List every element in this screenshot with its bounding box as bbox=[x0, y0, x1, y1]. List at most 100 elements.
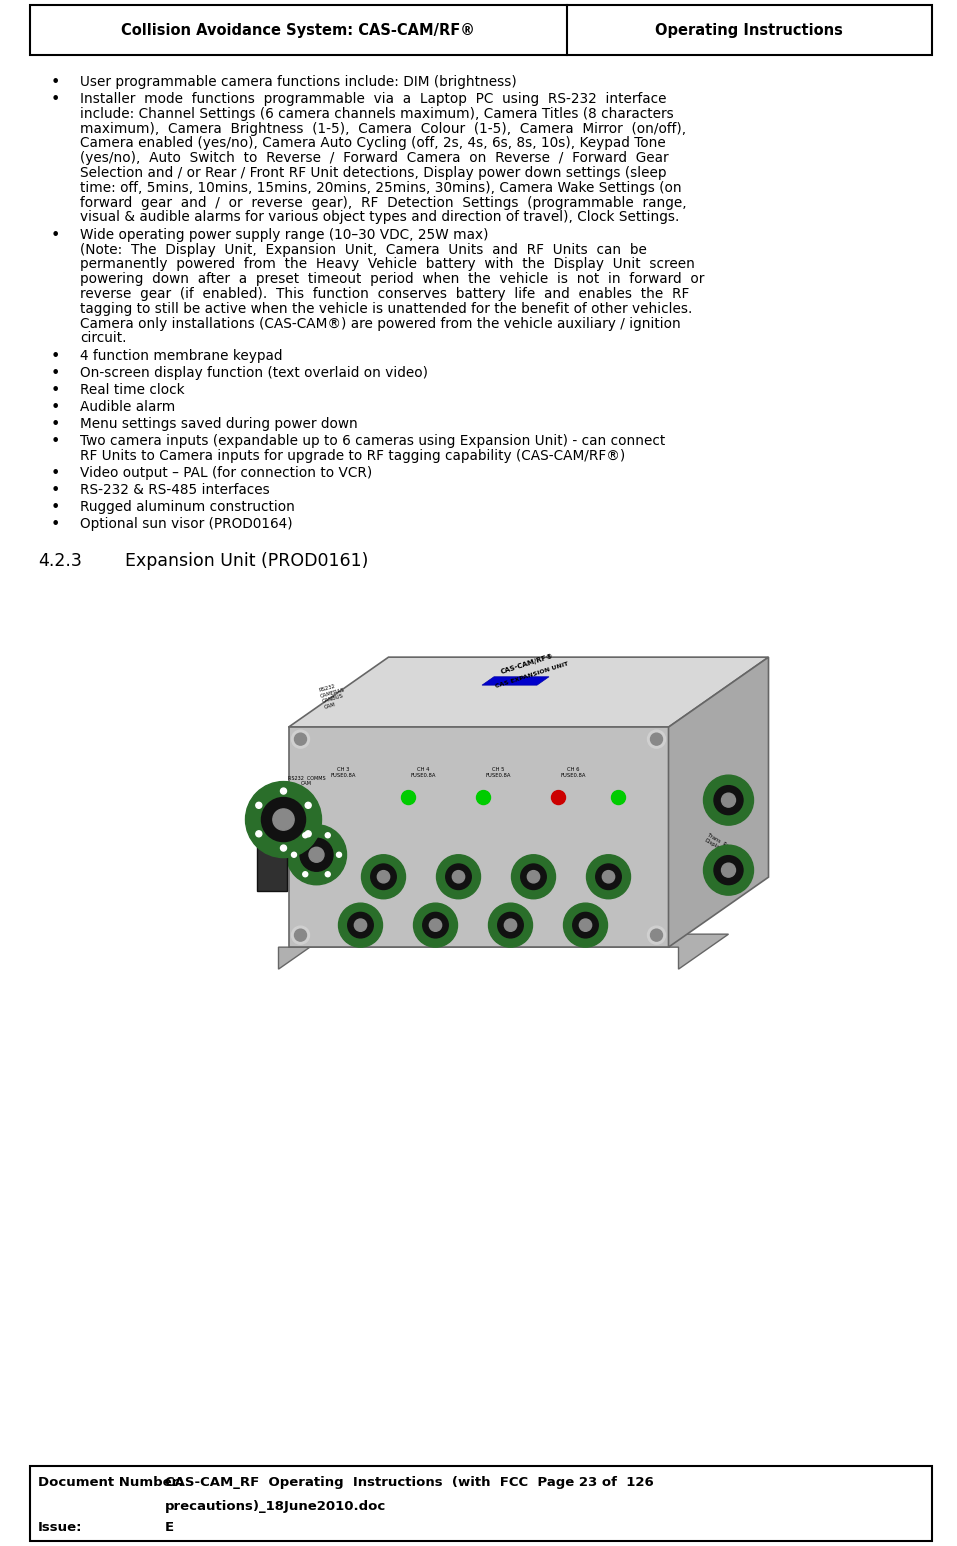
Circle shape bbox=[722, 793, 736, 807]
Circle shape bbox=[246, 782, 322, 858]
Text: visual & audible alarms for various object types and direction of travel), Clock: visual & audible alarms for various obje… bbox=[80, 210, 679, 224]
Circle shape bbox=[423, 912, 448, 938]
Text: precautions)_18June2010.doc: precautions)_18June2010.doc bbox=[165, 1500, 387, 1514]
Text: •: • bbox=[51, 76, 59, 90]
Circle shape bbox=[295, 929, 306, 942]
Bar bbox=[30, 5, 932, 56]
Polygon shape bbox=[669, 657, 768, 948]
Text: CH 5
FUSE0.8A: CH 5 FUSE0.8A bbox=[486, 767, 511, 778]
Polygon shape bbox=[482, 677, 549, 685]
Circle shape bbox=[564, 903, 608, 948]
Text: Menu settings saved during power down: Menu settings saved during power down bbox=[80, 417, 358, 431]
Text: Audible alarm: Audible alarm bbox=[80, 400, 175, 414]
Text: Optional sun visor (PROD0164): Optional sun visor (PROD0164) bbox=[80, 518, 293, 532]
Text: powering  down  after  a  preset  timeout  period  when  the  vehicle  is  not  : powering down after a preset timeout per… bbox=[80, 272, 704, 286]
Text: E: E bbox=[165, 1521, 174, 1534]
Text: Video output – PAL (for connection to VCR): Video output – PAL (for connection to VC… bbox=[80, 467, 372, 481]
Text: (yes/no),  Auto  Switch  to  Reverse  /  Forward  Camera  on  Reverse  /  Forwar: (yes/no), Auto Switch to Reverse / Forwa… bbox=[80, 152, 669, 165]
Text: Expansion Unit (PROD0161): Expansion Unit (PROD0161) bbox=[125, 552, 368, 570]
Text: User programmable camera functions include: DIM (brightness): User programmable camera functions inclu… bbox=[80, 76, 517, 90]
Circle shape bbox=[602, 870, 614, 883]
Text: forward  gear  and  /  or  reverse  gear),  RF  Detection  Settings  (programmab: forward gear and / or reverse gear), RF … bbox=[80, 196, 686, 210]
Circle shape bbox=[292, 852, 297, 856]
Text: •: • bbox=[51, 484, 59, 498]
Circle shape bbox=[521, 864, 546, 889]
Text: •: • bbox=[51, 349, 59, 363]
Polygon shape bbox=[288, 657, 768, 727]
Circle shape bbox=[354, 918, 367, 931]
Circle shape bbox=[488, 903, 532, 948]
Text: Real time clock: Real time clock bbox=[80, 383, 185, 397]
Circle shape bbox=[325, 833, 330, 838]
Circle shape bbox=[261, 798, 305, 841]
Circle shape bbox=[256, 802, 262, 809]
Text: CH 6
FUSE0.8A: CH 6 FUSE0.8A bbox=[703, 782, 731, 804]
Text: 4 function membrane keypad: 4 function membrane keypad bbox=[80, 349, 282, 363]
Text: RS232
CAMERAS
CANBUS
CAM: RS232 CAMERAS CANBUS CAM bbox=[319, 682, 349, 710]
Circle shape bbox=[402, 790, 415, 804]
Circle shape bbox=[527, 870, 540, 883]
Text: •: • bbox=[51, 227, 59, 243]
Circle shape bbox=[370, 864, 396, 889]
Circle shape bbox=[587, 855, 631, 898]
Circle shape bbox=[714, 785, 743, 815]
Text: •: • bbox=[51, 434, 59, 448]
Text: •: • bbox=[51, 467, 59, 481]
Circle shape bbox=[286, 824, 346, 884]
Text: Trans  Reverse
Display: Trans Reverse Display bbox=[703, 832, 743, 861]
Text: CAS EXPANSION UNIT: CAS EXPANSION UNIT bbox=[495, 660, 568, 688]
Text: •: • bbox=[51, 400, 59, 414]
Text: CH 6
FUSE0.8A: CH 6 FUSE0.8A bbox=[561, 767, 587, 778]
Text: circuit.: circuit. bbox=[80, 331, 126, 345]
Text: On-screen display function (text overlaid on video): On-screen display function (text overlai… bbox=[80, 366, 428, 380]
Circle shape bbox=[300, 838, 333, 872]
Circle shape bbox=[648, 730, 665, 748]
Text: maximum),  Camera  Brightness  (1-5),  Camera  Colour  (1-5),  Camera  Mirror  (: maximum), Camera Brightness (1-5), Camer… bbox=[80, 122, 686, 136]
Text: Installer  mode  functions  programmable  via  a  Laptop  PC  using  RS-232  int: Installer mode functions programmable vi… bbox=[80, 93, 666, 107]
Text: CH 3
FUSE0.8A: CH 3 FUSE0.8A bbox=[331, 767, 356, 778]
Circle shape bbox=[347, 912, 373, 938]
Text: (Note:  The  Display  Unit,  Expansion  Unit,  Camera  Units  and  RF  Units  ca: (Note: The Display Unit, Expansion Unit,… bbox=[80, 243, 647, 257]
Text: Wide operating power supply range (10–30 VDC, 25W max): Wide operating power supply range (10–30… bbox=[80, 227, 488, 241]
Circle shape bbox=[325, 872, 330, 877]
Circle shape bbox=[651, 733, 662, 745]
Text: •: • bbox=[51, 417, 59, 431]
Circle shape bbox=[377, 870, 389, 883]
Circle shape bbox=[305, 802, 311, 809]
Circle shape bbox=[292, 926, 309, 945]
Text: 4.2.3: 4.2.3 bbox=[38, 552, 82, 570]
Text: Two camera inputs (expandable up to 6 cameras using Expansion Unit) - can connec: Two camera inputs (expandable up to 6 ca… bbox=[80, 434, 665, 448]
Text: tagging to still be active when the vehicle is unattended for the benefit of oth: tagging to still be active when the vehi… bbox=[80, 301, 692, 315]
Circle shape bbox=[648, 926, 665, 945]
Text: •: • bbox=[51, 501, 59, 515]
Text: CAS-CAM/RF®: CAS-CAM/RF® bbox=[501, 652, 555, 676]
Circle shape bbox=[504, 918, 517, 931]
Circle shape bbox=[722, 863, 736, 877]
Text: Selection and / or Rear / Front RF Unit detections, Display power down settings : Selection and / or Rear / Front RF Unit … bbox=[80, 165, 666, 179]
Circle shape bbox=[256, 830, 262, 836]
Circle shape bbox=[362, 855, 406, 898]
Text: time: off, 5mins, 10mins, 15mins, 20mins, 25mins, 30mins), Camera Wake Settings : time: off, 5mins, 10mins, 15mins, 20mins… bbox=[80, 181, 681, 195]
Circle shape bbox=[430, 918, 442, 931]
Text: Collision Avoidance System: CAS-CAM/RF®: Collision Avoidance System: CAS-CAM/RF® bbox=[122, 23, 476, 37]
Circle shape bbox=[302, 872, 308, 877]
Text: CH 4
FUSE0.8A: CH 4 FUSE0.8A bbox=[411, 767, 436, 778]
Circle shape bbox=[292, 730, 309, 748]
Bar bbox=[288, 727, 669, 948]
Circle shape bbox=[651, 929, 662, 942]
Circle shape bbox=[302, 833, 308, 838]
Circle shape bbox=[703, 775, 753, 826]
Circle shape bbox=[477, 790, 491, 804]
Text: Camera enabled (yes/no), Camera Auto Cycling (off, 2s, 4s, 6s, 8s, 10s), Keypad : Camera enabled (yes/no), Camera Auto Cyc… bbox=[80, 136, 666, 150]
Bar bbox=[30, 1466, 932, 1541]
Circle shape bbox=[511, 855, 555, 898]
Text: •: • bbox=[51, 518, 59, 532]
Circle shape bbox=[551, 790, 566, 804]
Text: Camera only installations (CAS-CAM®) are powered from the vehicle auxiliary / ig: Camera only installations (CAS-CAM®) are… bbox=[80, 317, 680, 331]
Circle shape bbox=[280, 846, 286, 850]
Text: RS-232 & RS-485 interfaces: RS-232 & RS-485 interfaces bbox=[80, 484, 270, 498]
Text: include: Channel Settings (6 camera channels maximum), Camera Titles (8 characte: include: Channel Settings (6 camera chan… bbox=[80, 107, 674, 121]
Text: reverse  gear  (if  enabled).  This  function  conserves  battery  life  and  en: reverse gear (if enabled). This function… bbox=[80, 288, 689, 301]
Text: RS232  COMMS
CAM: RS232 COMMS CAM bbox=[288, 776, 325, 787]
Text: RF Units to Camera inputs for upgrade to RF tagging capability (CAS-CAM/RF®): RF Units to Camera inputs for upgrade to… bbox=[80, 448, 625, 462]
